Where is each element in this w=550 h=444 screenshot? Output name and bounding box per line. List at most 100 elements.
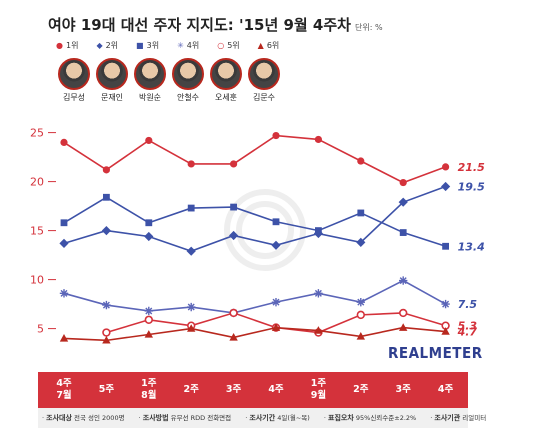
series-6-point: [399, 323, 408, 331]
series-2-point: [186, 246, 196, 256]
x-tick-label: 1주 9월: [311, 378, 327, 401]
legend-marker: ◆: [96, 41, 103, 50]
x-tick-label: 4주: [268, 384, 284, 395]
legend-label: 1위: [65, 41, 79, 50]
candidate-portrait: 김문수: [244, 58, 284, 103]
series-line-1: [63, 134, 446, 184]
chart-title-text: 여야 19대 대선 주자 지지도: '15년 9월 4주차: [48, 16, 351, 34]
series-2-point: [59, 238, 69, 248]
legend-item-5: ○ 5위: [217, 40, 239, 51]
series-1-point: [399, 178, 407, 187]
series-6-point: [356, 332, 365, 340]
candidate-name: 김무성: [62, 93, 86, 102]
portrait-photo: [96, 58, 128, 90]
series-3-point: [442, 242, 449, 250]
candidate-name: 안철수: [176, 93, 200, 102]
series-1-point: [442, 163, 450, 171]
legend-label: 6위: [266, 41, 280, 50]
legend-item-3: ■ 3위: [136, 40, 159, 51]
watermark-emblem: [224, 189, 306, 271]
series-4-point: [271, 297, 281, 307]
footer-agency: · 조사기관 리얼미터: [430, 414, 487, 422]
legend-item-6: ▲ 6위: [258, 40, 280, 51]
series-1-point: [102, 166, 110, 174]
series-1-point: [314, 135, 322, 144]
candidate-name: 문재인: [100, 93, 124, 102]
series-4-point: [187, 302, 196, 312]
unit-label: 단위: %: [354, 23, 383, 32]
y-tick-label: 20: [30, 176, 44, 189]
series-1-point: [272, 131, 280, 140]
series-6-point: [314, 326, 323, 334]
portrait-photo: [248, 58, 280, 90]
y-tick-label: 25: [30, 127, 44, 140]
series-3-point: [60, 219, 68, 227]
legend-label: 3위: [146, 41, 160, 50]
x-tick-label: 4주 7월: [56, 378, 72, 401]
footer-target: · 조사대상 전국 성인 2000명: [42, 414, 125, 422]
legend: ● 1위 ◆ 2위 ■ 3위 ✳ 4위 ○ 5위 ▲ 6위: [56, 40, 297, 51]
legend-marker: ●: [56, 41, 63, 50]
end-value-label: 21.5: [458, 161, 485, 174]
footer-notes: · 조사대상 전국 성인 2000명 · 조사방법 유무선 RDD 전화면접 ·…: [38, 408, 486, 428]
legend-item-4: ✳ 4위: [177, 40, 199, 51]
candidate-portrait: 오세훈: [206, 58, 246, 103]
legend-label: 5위: [227, 41, 240, 50]
x-tick-label: 5주: [99, 384, 115, 395]
series-6-point: [102, 335, 111, 344]
series-5-point: [144, 315, 154, 324]
legend-marker: ○: [217, 41, 225, 50]
series-6-point: [229, 333, 238, 341]
footer-period: · 조사기간 4일(월~목): [245, 414, 310, 422]
series-3-point: [272, 218, 280, 226]
series-4-point: [144, 306, 153, 316]
legend-marker: ✳: [177, 41, 184, 50]
candidate-portrait: 박원순: [130, 58, 170, 103]
series-line-3: [63, 196, 446, 248]
candidate-name: 오세훈: [214, 93, 238, 102]
series-3-point: [357, 209, 365, 217]
series-2-point: [356, 237, 366, 247]
series-2-point: [441, 181, 451, 192]
x-tick-label: 4주: [438, 384, 454, 395]
series-6-point: [59, 334, 69, 342]
series-line-6: [63, 326, 446, 342]
portrait-photo: [134, 58, 166, 90]
footer-error: · 표집오차 95%신뢰수준±2.2%: [323, 414, 417, 422]
end-value-label: 4.7: [457, 326, 478, 339]
end-value-label: 7.5: [458, 298, 478, 311]
series-3-point: [103, 193, 110, 201]
series-4-point: [399, 276, 408, 285]
portrait-photo: [172, 58, 204, 90]
series-5-point: [356, 310, 365, 320]
series-2-point: [271, 240, 281, 250]
series-1-point: [145, 136, 153, 145]
candidate-portrait: 안철수: [168, 58, 208, 103]
candidate-name: 박원순: [138, 93, 162, 102]
brand-logo: REALMETER: [388, 344, 483, 362]
series-6-point: [144, 330, 153, 338]
series-1-point: [357, 157, 365, 165]
series-3-point: [230, 203, 237, 211]
x-tick-label: 2주: [184, 384, 200, 395]
series-line-4: [63, 279, 446, 314]
x-tick-label: 1주 8월: [141, 378, 157, 401]
series-2-point: [101, 226, 111, 236]
series-2-point: [398, 197, 408, 207]
series-3-point: [187, 204, 195, 212]
series-1-point: [60, 138, 68, 146]
series-2-point: [229, 230, 239, 241]
legend-marker: ▲: [257, 41, 264, 50]
legend-label: 2위: [105, 41, 119, 50]
x-tick-label: 2주: [353, 384, 369, 395]
series-3-point: [399, 229, 407, 236]
end-value-label: 19.5: [458, 181, 485, 194]
candidate-portrait: 김무성: [54, 58, 94, 103]
series-5-point: [102, 328, 111, 337]
series-4-point: [441, 299, 450, 309]
x-tick-label: 3주: [396, 384, 412, 395]
series-1-point: [187, 160, 195, 168]
series-5-point: [229, 308, 238, 318]
portrait-photo: [58, 58, 90, 90]
